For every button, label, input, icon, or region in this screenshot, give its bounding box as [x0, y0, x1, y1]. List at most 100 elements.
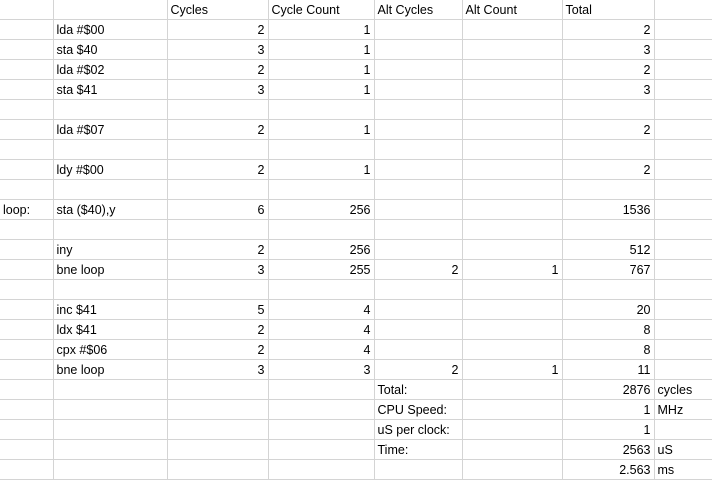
cell-cycles[interactable]: 2 [167, 239, 269, 260]
cell-cycle-count[interactable]: 1 [268, 19, 375, 40]
cell-total[interactable]: 8 [562, 339, 655, 360]
cell-unit[interactable]: MHz [654, 399, 712, 420]
cell-cycle-count[interactable] [268, 139, 375, 160]
cell-alt-count[interactable] [462, 179, 563, 200]
cell-label[interactable] [0, 399, 54, 420]
cell-total[interactable]: 2 [562, 119, 655, 140]
cell-label[interactable] [0, 319, 54, 340]
cell-unit[interactable]: uS [654, 439, 712, 460]
cell-alt-count[interactable] [462, 459, 563, 480]
cell-alt-cycles[interactable]: uS per clock: [374, 419, 463, 440]
cell-cycles[interactable] [167, 179, 269, 200]
cell-cycle-count[interactable] [268, 459, 375, 480]
cell-alt-cycles[interactable] [374, 19, 463, 40]
cell-unit[interactable] [654, 319, 712, 340]
cell-alt-cycles[interactable] [374, 339, 463, 360]
cell-total[interactable]: 1 [562, 419, 655, 440]
cell-unit[interactable] [654, 419, 712, 440]
cell-label[interactable]: loop: [0, 199, 54, 220]
header-cell-alt-cycles[interactable]: Alt Cycles [374, 0, 463, 20]
header-cell-total[interactable]: Total [562, 0, 655, 20]
cell-cycle-count[interactable] [268, 99, 375, 120]
cell-alt-count[interactable] [462, 159, 563, 180]
cell-cycles[interactable] [167, 419, 269, 440]
cell-label[interactable] [0, 359, 54, 380]
cell-cycles[interactable] [167, 139, 269, 160]
cell-label[interactable] [0, 79, 54, 100]
cell-instruction[interactable]: bne loop [53, 259, 168, 280]
header-cell-cycles[interactable]: Cycles [167, 0, 269, 20]
cell-cycle-count[interactable]: 1 [268, 159, 375, 180]
cell-cycle-count[interactable]: 255 [268, 259, 375, 280]
cell-cycles[interactable]: 2 [167, 339, 269, 360]
cell-total[interactable]: 2876 [562, 379, 655, 400]
cell-label[interactable] [0, 259, 54, 280]
cell-cycle-count[interactable]: 1 [268, 39, 375, 60]
cell-unit[interactable] [654, 299, 712, 320]
cell-cycle-count[interactable]: 3 [268, 359, 375, 380]
cell-alt-count[interactable] [462, 319, 563, 340]
cell-label[interactable] [0, 59, 54, 80]
cell-instruction[interactable]: lda #$07 [53, 119, 168, 140]
cell-label[interactable] [0, 299, 54, 320]
cell-instruction[interactable] [53, 219, 168, 240]
cell-total[interactable]: 767 [562, 259, 655, 280]
cell-unit[interactable] [654, 359, 712, 380]
cell-instruction[interactable]: inc $41 [53, 299, 168, 320]
cell-cycles[interactable] [167, 379, 269, 400]
cell-unit[interactable] [654, 199, 712, 220]
cell-instruction[interactable] [53, 439, 168, 460]
cell-instruction[interactable]: sta ($40),y [53, 199, 168, 220]
cell-cycle-count[interactable]: 1 [268, 119, 375, 140]
cell-instruction[interactable]: ldx $41 [53, 319, 168, 340]
cell-alt-count[interactable] [462, 79, 563, 100]
cell-total[interactable]: 2 [562, 59, 655, 80]
cell-unit[interactable] [654, 99, 712, 120]
cell-instruction[interactable]: lda #$02 [53, 59, 168, 80]
cell-instruction[interactable] [53, 99, 168, 120]
header-cell-label[interactable] [0, 0, 54, 20]
cell-total[interactable]: 512 [562, 239, 655, 260]
cell-cycles[interactable] [167, 279, 269, 300]
cell-cycle-count[interactable]: 256 [268, 199, 375, 220]
cell-instruction[interactable] [53, 179, 168, 200]
cell-alt-cycles[interactable] [374, 319, 463, 340]
cell-alt-count[interactable] [462, 219, 563, 240]
cell-alt-count[interactable] [462, 139, 563, 160]
cell-total[interactable]: 2 [562, 19, 655, 40]
cell-label[interactable] [0, 279, 54, 300]
cell-cycles[interactable] [167, 99, 269, 120]
cell-alt-count[interactable] [462, 119, 563, 140]
cell-unit[interactable] [654, 279, 712, 300]
cell-label[interactable] [0, 439, 54, 460]
cell-label[interactable] [0, 179, 54, 200]
cell-label[interactable] [0, 39, 54, 60]
cell-unit[interactable] [654, 179, 712, 200]
cell-alt-cycles[interactable] [374, 99, 463, 120]
cell-unit[interactable] [654, 239, 712, 260]
header-cell-alt-count[interactable]: Alt Count [462, 0, 563, 20]
cell-unit[interactable]: ms [654, 459, 712, 480]
cell-label[interactable] [0, 459, 54, 480]
cell-cycles[interactable]: 3 [167, 259, 269, 280]
cell-alt-count[interactable] [462, 339, 563, 360]
cell-total[interactable] [562, 279, 655, 300]
cell-alt-cycles[interactable] [374, 139, 463, 160]
cell-alt-cycles[interactable] [374, 459, 463, 480]
cell-alt-cycles[interactable]: 2 [374, 259, 463, 280]
cell-alt-cycles[interactable] [374, 159, 463, 180]
cell-total[interactable]: 8 [562, 319, 655, 340]
cell-instruction[interactable]: lda #$00 [53, 19, 168, 40]
cell-cycles[interactable] [167, 399, 269, 420]
header-cell-cycle-count[interactable]: Cycle Count [268, 0, 375, 20]
cell-alt-count[interactable] [462, 439, 563, 460]
cell-instruction[interactable] [53, 399, 168, 420]
cell-unit[interactable] [654, 219, 712, 240]
cell-cycle-count[interactable]: 4 [268, 339, 375, 360]
cell-cycle-count[interactable]: 1 [268, 79, 375, 100]
cell-unit[interactable] [654, 259, 712, 280]
cell-cycle-count[interactable] [268, 179, 375, 200]
cell-label[interactable] [0, 19, 54, 40]
cell-cycles[interactable]: 3 [167, 39, 269, 60]
cell-instruction[interactable]: iny [53, 239, 168, 260]
